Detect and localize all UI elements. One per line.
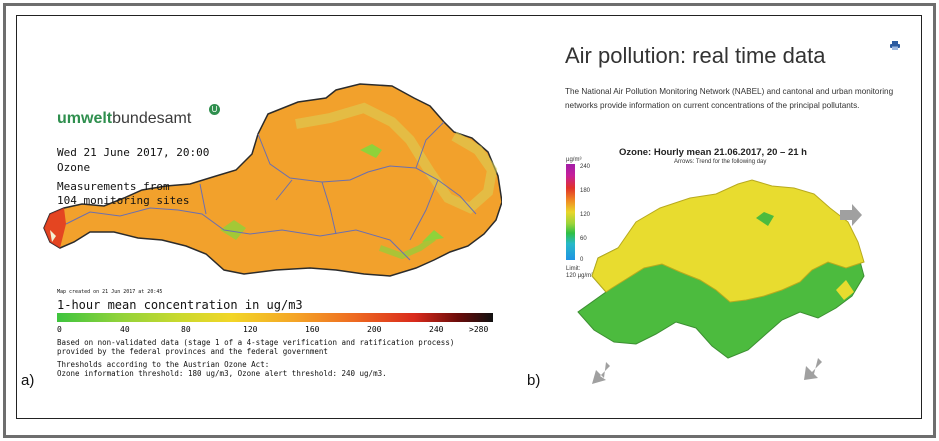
austria-map bbox=[43, 83, 502, 277]
scale-tick: 160 bbox=[305, 325, 320, 334]
state-borders bbox=[65, 121, 477, 261]
ozone-color-scale bbox=[566, 164, 575, 260]
scale-unit: µg/m³ bbox=[566, 157, 582, 163]
page-title: Air pollution: real time data bbox=[565, 43, 826, 68]
austria-shape bbox=[43, 83, 502, 277]
panel-label-b: b) bbox=[527, 372, 541, 389]
scale-tick: 120 bbox=[243, 325, 258, 334]
map-created-note: Map created on 21 Jun 2017 at 20:45 bbox=[57, 289, 163, 295]
green-patch bbox=[360, 144, 382, 158]
green-patch bbox=[220, 220, 246, 240]
lake-patch bbox=[50, 230, 56, 242]
trend-arrow-icon bbox=[804, 358, 822, 380]
note-line-4: Ozone information threshold: 180 ug/m3, … bbox=[57, 369, 387, 378]
scale-tick: 0 bbox=[580, 257, 584, 263]
panel-a-austria: umweltbundesamt U Wed 21 June 2017, 20:0… bbox=[30, 80, 502, 385]
intro-paragraph: The National Air Pollution Monitoring Ne… bbox=[565, 87, 894, 110]
scale-tick: >280 bbox=[469, 325, 489, 334]
scale-tick: 240 bbox=[580, 164, 591, 170]
map-title: Ozone: Hourly mean 21.06.2017, 20 – 21 h bbox=[619, 147, 807, 158]
logo-regular-text: bundesamt bbox=[112, 110, 192, 127]
note-line-2: provided by the federal provinces and th… bbox=[57, 347, 328, 356]
measurements-line-1: Measurements from bbox=[57, 180, 170, 193]
scale-ticks: 0 40 80 120 160 200 240 >280 bbox=[57, 325, 493, 335]
scale-tick: 120 bbox=[580, 212, 591, 218]
vorarlberg-region bbox=[44, 208, 66, 248]
scale-tick: 200 bbox=[367, 325, 382, 334]
map-subtitle: Arrows: Trend for the following day bbox=[674, 159, 767, 165]
green-zone bbox=[378, 235, 436, 260]
umweltbundesamt-logo: umweltbundesamt bbox=[57, 110, 191, 128]
concentration-color-bar bbox=[57, 313, 493, 322]
scale-tick: 240 bbox=[429, 325, 444, 334]
panel-label-a: a) bbox=[21, 372, 35, 389]
scale-tick: 0 bbox=[57, 325, 62, 334]
scale-tick: 40 bbox=[120, 325, 130, 334]
logo-bold-text: umwelt bbox=[57, 110, 113, 127]
logo-badge-icon: U bbox=[209, 104, 220, 115]
measurements-line-2: 104 monitoring sites bbox=[57, 194, 190, 207]
note-line-3: Thresholds according to the Austrian Ozo… bbox=[57, 360, 270, 369]
eastern-yellow-zone bbox=[295, 102, 498, 214]
scale-title: 1-hour mean concentration in ug/m3 bbox=[57, 298, 303, 312]
trend-arrow-icon bbox=[840, 204, 862, 226]
limit-label: Limit: bbox=[566, 266, 581, 272]
yellow-region bbox=[591, 179, 865, 303]
note-line-1: Based on non-validated data (stage 1 of … bbox=[57, 338, 455, 347]
green-patch bbox=[422, 230, 444, 242]
map-date: Wed 21 June 2017, 20:00 bbox=[57, 146, 210, 159]
scale-tick: 60 bbox=[580, 236, 587, 242]
limit-value: 120 µg/m³ bbox=[566, 273, 594, 279]
scale-tick: 180 bbox=[580, 188, 591, 194]
scale-tick: 80 bbox=[181, 325, 191, 334]
pollutant-name: Ozone bbox=[57, 161, 91, 174]
green-patch bbox=[756, 212, 774, 226]
trend-arrow-icon bbox=[592, 362, 610, 384]
yellow-patch bbox=[836, 280, 854, 300]
printer-icon[interactable] bbox=[890, 41, 900, 50]
